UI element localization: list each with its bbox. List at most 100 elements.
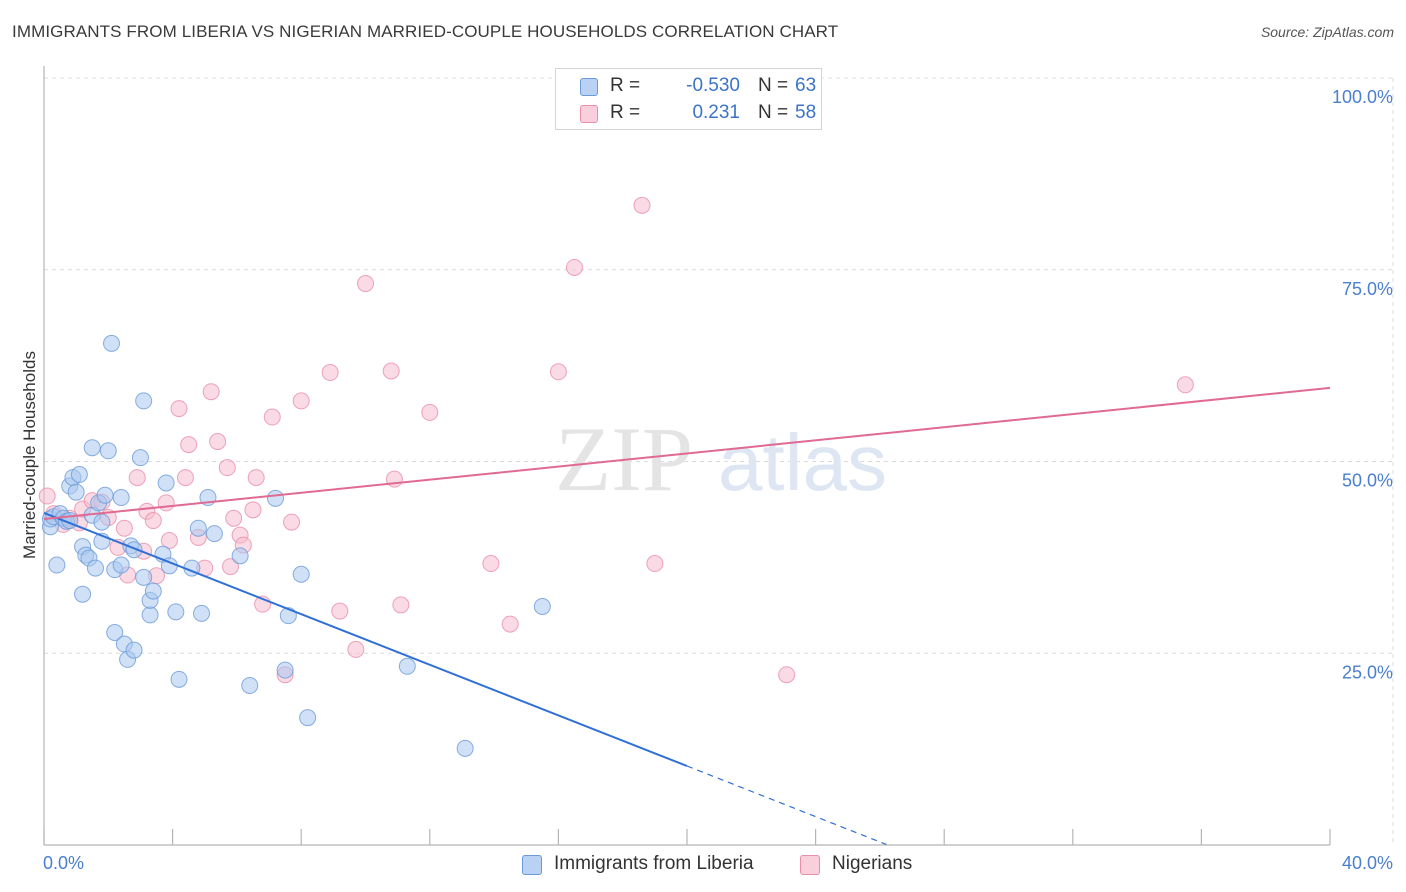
series-swatch-nigerians <box>800 855 820 875</box>
liberia-point <box>83 439 101 457</box>
nigerians-point <box>501 615 519 633</box>
x-tick-label-max: 40.0% <box>1342 853 1393 873</box>
nigerians-point <box>218 459 236 477</box>
liberia-point <box>533 597 551 615</box>
liberia-point <box>456 739 474 757</box>
chart-title: IMMIGRANTS FROM LIBERIA VS NIGERIAN MARR… <box>12 22 839 41</box>
nigerians-point <box>160 532 178 550</box>
nigerians-point <box>176 469 194 487</box>
nigerians-point <box>549 363 567 381</box>
nigerians-point <box>128 469 146 487</box>
liberia-point <box>96 486 114 504</box>
liberia-point <box>112 489 130 507</box>
nigerians-point <box>115 519 133 537</box>
nigerians-point <box>263 408 281 426</box>
series-swatch-liberia <box>522 855 542 875</box>
legend-r-label: R = <box>610 75 641 96</box>
legend-r-value: 0.231 <box>692 102 740 123</box>
y-tick-label: 100.0% <box>1332 87 1393 107</box>
series-label-nigerians: Nigerians <box>832 853 913 874</box>
liberia-point <box>299 709 317 727</box>
liberia-point <box>144 582 162 600</box>
liberia-point <box>135 392 153 410</box>
nigerians-point <box>170 400 188 418</box>
legend-n-label: N = <box>758 75 789 96</box>
series-label-liberia: Immigrants from Liberia <box>554 853 754 874</box>
liberia-point <box>276 661 294 679</box>
liberia-point <box>125 641 143 659</box>
y-axis-label: Married-couple Households <box>20 351 39 559</box>
liberia-point <box>141 606 159 624</box>
x-tick-label-min: 0.0% <box>43 853 84 873</box>
liberia-point <box>292 565 310 583</box>
legend-n-value: 63 <box>795 75 817 96</box>
liberia-point <box>93 513 111 531</box>
watermark-atlas: atlas <box>718 418 887 507</box>
nigerians-trend-line <box>43 386 1331 521</box>
liberia-point <box>103 334 121 352</box>
liberia-point <box>167 603 185 621</box>
nigerians-point <box>202 383 220 401</box>
liberia-point <box>86 559 104 577</box>
nigerians-point <box>180 436 198 454</box>
nigerians-point <box>321 364 339 382</box>
liberia-point <box>241 676 259 694</box>
liberia-point <box>67 483 85 501</box>
nigerians-point <box>347 640 365 658</box>
nigerians-point <box>157 494 175 512</box>
nigerians-point <box>225 509 243 527</box>
nigerians-point <box>283 513 301 531</box>
liberia-point <box>398 657 416 675</box>
liberia-point <box>157 474 175 492</box>
nigerians-point <box>357 275 374 293</box>
nigerians-point <box>331 602 349 620</box>
liberia-point <box>266 489 284 507</box>
nigerians-point <box>565 258 583 276</box>
legend-n-label: N = <box>758 102 789 123</box>
liberia-point <box>193 604 211 622</box>
liberia-point <box>170 670 188 688</box>
liberia-point <box>231 547 249 565</box>
nigerians-point <box>38 487 56 505</box>
correlation-legend: R = -0.530 N = 63 R = 0.231 N = 58 <box>555 68 822 130</box>
nigerians-point <box>209 433 227 451</box>
liberia-trend-extension <box>686 765 887 846</box>
nigerians-point <box>482 555 500 573</box>
nigerians-point <box>778 666 796 684</box>
nigerians-point <box>144 512 162 530</box>
legend-swatch-liberia <box>580 78 598 96</box>
nigerians-point <box>382 362 400 380</box>
legend-r-label: R = <box>610 102 641 123</box>
y-tick-label: 50.0% <box>1342 471 1393 491</box>
legend-n-value: 58 <box>795 102 817 123</box>
y-tick-label: 25.0% <box>1342 662 1393 682</box>
nigerians-point <box>244 501 262 519</box>
liberia-point <box>74 585 92 603</box>
liberia-point <box>131 449 149 467</box>
nigerians-point <box>221 558 239 576</box>
liberia-point <box>99 442 117 460</box>
nigerians-point <box>633 196 651 214</box>
nigerians-point <box>1176 376 1194 394</box>
axes <box>43 66 1331 846</box>
liberia-point <box>106 624 124 642</box>
nigerians-point <box>292 392 310 410</box>
liberia-point <box>70 466 88 484</box>
liberia-trend-line <box>43 511 688 767</box>
nigerians-point <box>421 403 439 421</box>
nigerians-point <box>247 469 265 487</box>
liberia-point <box>205 525 223 543</box>
legend-r-value: -0.530 <box>686 75 740 96</box>
source-label: Source: ZipAtlas.com <box>1260 24 1394 40</box>
trend-lines <box>43 386 1331 846</box>
liberia-point <box>135 568 153 586</box>
liberia-point <box>48 556 66 574</box>
y-tick-labels: 25.0% 50.0% 75.0% 100.0% <box>1332 87 1393 682</box>
liberia-point <box>189 519 207 537</box>
y-tick-label: 75.0% <box>1342 279 1393 299</box>
liberia-point <box>112 556 130 574</box>
nigerians-point <box>646 555 664 573</box>
legend-swatch-nigerians <box>580 105 598 123</box>
nigerians-point <box>392 596 410 614</box>
